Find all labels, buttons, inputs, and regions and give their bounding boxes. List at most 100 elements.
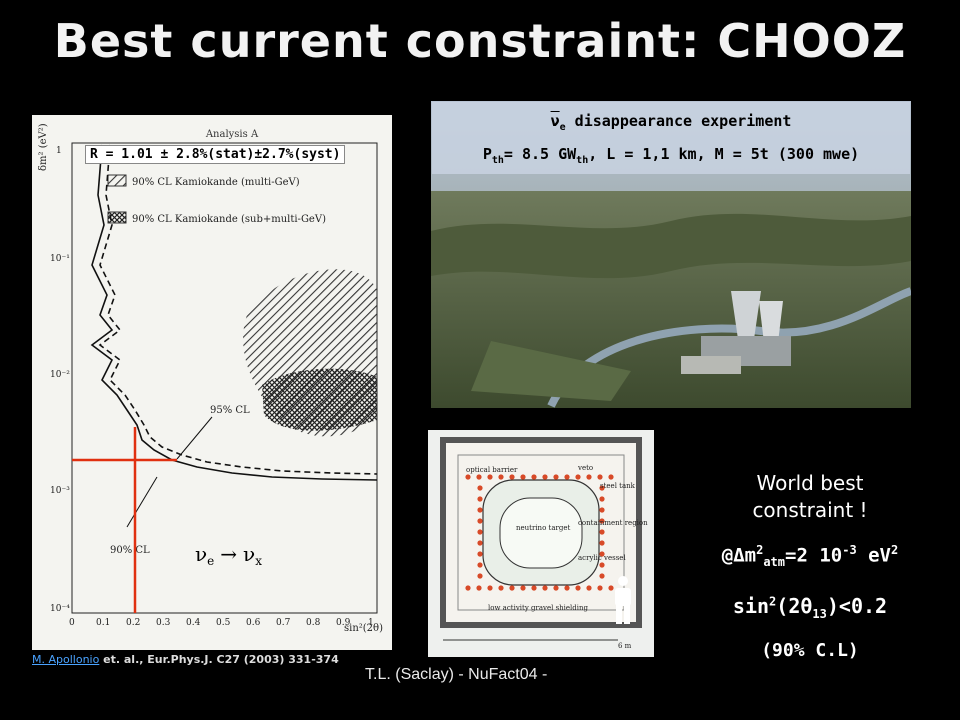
arrow-95cl <box>176 416 213 460</box>
pmt-dot <box>597 474 603 480</box>
experiment-caption: νe disappearance experiment Pth= 8.5 GWt… <box>432 102 910 174</box>
footer: T.L. (Saclay) - NuFact04 - <box>365 666 548 683</box>
slide-title: Best current constraint: CHOOZ <box>53 14 907 68</box>
pmt-dot <box>564 585 570 591</box>
pmt-dot <box>575 585 581 591</box>
world-best-line2: constraint ! <box>752 498 868 522</box>
pmt-dot <box>542 585 548 591</box>
label-95cl: 95% CL <box>210 405 250 416</box>
pmt-dot <box>599 507 605 513</box>
neutrino-target-vessel <box>499 497 583 569</box>
pmt-dot <box>477 573 483 579</box>
pmt-dot <box>531 474 537 480</box>
curve-95cl <box>98 144 378 475</box>
pmt-dot <box>553 474 559 480</box>
label-optical-barrier: optical barrier <box>466 466 518 474</box>
pmt-dot <box>553 585 559 591</box>
pmt-dot <box>477 562 483 568</box>
pmt-dot <box>509 474 515 480</box>
curve-90cl <box>90 144 378 481</box>
label-veto: veto <box>577 464 593 472</box>
pmt-dot <box>599 573 605 579</box>
channel-label: νe → νx <box>195 542 262 568</box>
label-containment-region: containment region <box>578 519 648 527</box>
person-icon <box>611 575 635 629</box>
pmt-dot <box>586 474 592 480</box>
exclusion-plot-svg: Analysis A δm² (eV²) sin²(2θ) 1 10⁻¹ 10⁻… <box>38 123 383 634</box>
kamiokande-submulti-region <box>262 368 377 431</box>
y-tick-4: 10⁻³ <box>50 486 70 496</box>
pmt-dot <box>476 585 482 591</box>
veto-boundary <box>457 454 625 611</box>
pmt-dot <box>520 585 526 591</box>
arrow-90cl <box>126 476 158 528</box>
pmt-dot <box>509 585 515 591</box>
pmt-dot <box>586 585 592 591</box>
label-neutrino-target: neutrino target <box>516 524 570 532</box>
y-tick-5: 10⁻⁴ <box>50 604 70 614</box>
pmt-dot <box>465 585 471 591</box>
pmt-dot <box>487 585 493 591</box>
legend-multi-label: 90% CL Kamiokande (multi-GeV) <box>132 177 300 188</box>
legend-submulti-label: 90% CL Kamiokande (sub+multi-GeV) <box>132 214 326 225</box>
detector-diagram-svg: optical barrier veto steel tank neutrino… <box>440 437 648 650</box>
pmt-dot <box>599 496 605 502</box>
x-axis-label: sin²(2θ) <box>344 623 383 634</box>
pmt-dot <box>487 474 493 480</box>
y-tick-2: 10⁻¹ <box>50 254 70 264</box>
plot-header: Analysis A <box>205 129 259 140</box>
pmt-dot <box>542 474 548 480</box>
pmt-dot <box>564 474 570 480</box>
label-acrylic-vessel: acrylic vessel <box>578 554 626 562</box>
dm2-atm-text: @Δm2atm=2 10-3 eV2 <box>721 543 899 570</box>
reference-author-link[interactable]: M. Apollonio <box>32 653 100 666</box>
world-best-text: World best constraint ! <box>700 470 920 524</box>
pmt-dot <box>599 485 605 491</box>
y-tick-3: 10⁻² <box>50 370 70 380</box>
x-tick-9: 0.9 <box>336 618 351 628</box>
pmt-dot <box>599 518 605 524</box>
pmt-dot <box>597 585 603 591</box>
pmt-dot <box>599 551 605 557</box>
pmt-dot <box>465 474 471 480</box>
pmt-dot <box>575 474 581 480</box>
reference-text: et. al., Eur.Phys.J. C27 (2003) 331-374 <box>99 653 339 666</box>
pmt-dot <box>498 585 504 591</box>
label-scale: 6 m <box>618 642 632 650</box>
pmt-dot <box>476 474 482 480</box>
x-tick-6: 0.6 <box>246 618 261 628</box>
legend-multi-swatch <box>107 174 127 187</box>
pmt-dot <box>599 529 605 535</box>
pmt-dot <box>498 474 504 480</box>
pmt-dot <box>477 485 483 491</box>
plot-result-caption: R = 1.01 ± 2.8%(stat)±2.7%(syst) <box>85 145 346 164</box>
pmt-dot <box>477 496 483 502</box>
x-tick-0: 0 <box>69 618 75 628</box>
pmt-dot <box>531 585 537 591</box>
pmt-dot <box>608 585 614 591</box>
pmt-dot <box>520 474 526 480</box>
experiment-caption-line2: Pth= 8.5 GWth, L = 1,1 km, M = 5t (300 m… <box>482 145 860 166</box>
world-best-line1: World best <box>756 471 864 495</box>
pmt-dot <box>599 540 605 546</box>
legend-submulti-swatch <box>107 211 127 224</box>
photomultipliers <box>465 474 614 591</box>
pmt-dot <box>608 474 614 480</box>
x-tick-7: 0.7 <box>276 618 291 628</box>
detector-diagram: optical barrier veto steel tank neutrino… <box>428 430 654 657</box>
label-gravel: low activity gravel shielding <box>488 604 589 612</box>
x-tick-5: 0.5 <box>216 618 231 628</box>
x-tick-10: 1 <box>368 618 374 628</box>
pmt-dot <box>477 529 483 535</box>
label-90cl: 90% CL <box>110 545 150 556</box>
experiment-caption-line1: νe disappearance experiment <box>550 112 792 133</box>
x-tick-4: 0.4 <box>186 618 201 628</box>
pmt-dot <box>477 507 483 513</box>
sin2-limit-text: sin2(2θ13)<0.2 <box>732 594 888 621</box>
x-tick-2: 0.2 <box>126 618 140 628</box>
exclusion-plot: Analysis A δm² (eV²) sin²(2θ) 1 10⁻¹ 10⁻… <box>32 115 392 650</box>
y-tick-1: 1 <box>56 146 62 156</box>
pmt-dot <box>599 562 605 568</box>
y-axis-label: δm² (eV²) <box>38 123 49 171</box>
confidence-level-text: (90% C.L) <box>761 640 859 661</box>
